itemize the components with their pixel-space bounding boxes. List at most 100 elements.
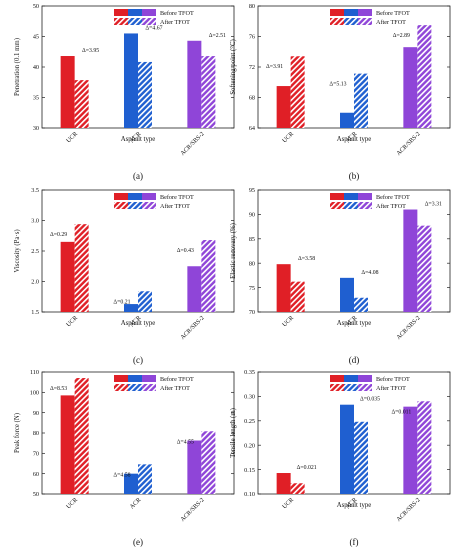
y-tick-label: 1.5 [31, 309, 39, 316]
delta-annotation: Δ=0.21 [113, 299, 130, 305]
panel-label: (d) [349, 355, 360, 365]
y-axis-label: Softening point (°C) [230, 39, 237, 95]
y-tick-label: 30 [33, 125, 39, 132]
legend-swatch-after [330, 384, 344, 391]
x-tick-label: ACR/SBS-2 [179, 314, 206, 341]
delta-annotation: Δ=4.08 [361, 270, 378, 276]
panel-label: (f) [350, 537, 359, 547]
legend-swatch-after [330, 18, 344, 25]
panel-label: (a) [133, 171, 143, 181]
y-tick-label: 85 [249, 236, 255, 243]
legend-swatch-before [114, 9, 128, 16]
y-tick-label: 0.25 [244, 418, 255, 425]
delta-annotation: Δ=0.011 [391, 409, 411, 415]
legend-swatch-before [114, 375, 128, 382]
chart-panel-e: 50 60 70 80 90 100 110 Peak force (N) Δ=8.53 UCR Δ… [14, 369, 235, 547]
legend-label-after: After TFOT [376, 203, 406, 210]
x-tick-label: ACR/SBS-2 [395, 314, 422, 341]
bar-before-acr [124, 473, 138, 494]
bar-after-acr [354, 73, 368, 128]
legend-swatch-before [142, 9, 156, 16]
bar-after-acr-sbs-2 [417, 401, 432, 494]
x-tick-label: ACR [128, 496, 143, 511]
delta-annotation: Δ=0.29 [50, 232, 67, 238]
y-tick-label: 70 [249, 309, 255, 316]
legend-swatch-after [128, 18, 142, 25]
delta-annotation: Δ=3.58 [298, 256, 315, 262]
delta-annotation: Δ=0.021 [297, 465, 317, 471]
legend-swatch-before [114, 193, 128, 200]
bar-after-acr [354, 297, 368, 312]
legend-swatch-before [128, 375, 142, 382]
y-tick-label: 50 [33, 491, 39, 498]
y-tick-label: 70 [33, 451, 39, 458]
delta-annotation: Δ=8.53 [50, 386, 67, 392]
legend: Before TFOT After TFOT [330, 193, 410, 210]
bar-before-ucr [60, 395, 75, 494]
delta-annotation: Δ=3.91 [266, 64, 283, 70]
bar-before-acr-sbs-2 [403, 406, 418, 494]
chart-panel-d: 70 75 80 85 90 95 Elastic recovery (%) Δ=3.58 UC… [230, 187, 451, 365]
chart-panel-a: 30 35 40 45 50 Penetration (0.1 mm) Δ=3.95 UCR Δ… [14, 3, 235, 181]
y-tick-label: 64 [249, 125, 255, 132]
delta-annotation: Δ=4.55 [177, 439, 194, 445]
panel-label: (e) [133, 537, 143, 547]
chart-panel-c: 1.5 2.0 2.5 3.0 3.5 Viscosity (Pa·s) Δ=0.29 UCR… [14, 187, 235, 365]
y-tick-label: 90 [33, 410, 39, 417]
legend-swatch-after [128, 202, 142, 209]
y-axis-label: Elastic recovery (%) [230, 223, 237, 279]
legend-swatch-before [358, 193, 372, 200]
legend-swatch-before [330, 9, 344, 16]
legend-swatch-after [344, 202, 358, 209]
bar-after-ucr [290, 281, 305, 312]
legend-swatch-after [142, 18, 156, 25]
bar-before-acr [124, 33, 138, 129]
x-tick-label: UCR [281, 496, 296, 511]
legend: Before TFOT After TFOT [114, 9, 194, 26]
y-tick-label: 0.30 [244, 394, 255, 401]
legend-swatch-after [114, 384, 128, 391]
legend: Before TFOT After TFOT [330, 9, 410, 26]
x-axis-label: Asphalt type [337, 320, 372, 327]
legend-swatch-before [128, 193, 142, 200]
y-tick-label: 45 [33, 34, 39, 41]
y-tick-label: 100 [30, 390, 39, 397]
bar-after-ucr [74, 224, 89, 312]
legend: Before TFOT After TFOT [114, 193, 194, 210]
legend-label-after: After TFOT [160, 385, 190, 392]
legend-swatch-after [358, 384, 372, 391]
legend-swatch-before [358, 375, 372, 382]
delta-annotation: Δ=2.89 [393, 33, 410, 39]
delta-annotation: Δ=5.13 [329, 82, 346, 88]
y-tick-label: 80 [33, 430, 39, 437]
y-tick-label: 50 [33, 3, 39, 10]
y-tick-label: 110 [30, 369, 39, 376]
y-tick-label: 35 [33, 95, 39, 102]
bar-after-acr-sbs-2 [201, 56, 216, 128]
bar-before-acr-sbs-2 [187, 40, 202, 128]
x-tick-label: UCR [281, 314, 296, 329]
bar-after-ucr [74, 80, 89, 128]
x-tick-label: UCR [65, 496, 80, 511]
legend-label-before: Before TFOT [160, 194, 194, 201]
y-tick-label: 95 [249, 187, 255, 194]
delta-annotation: Δ=0.43 [177, 248, 194, 254]
bar-after-ucr [74, 378, 89, 494]
bar-before-acr [340, 112, 354, 128]
legend: Before TFOT After TFOT [330, 375, 410, 392]
bar-after-acr-sbs-2 [417, 225, 432, 312]
y-axis-label: Peak force (N) [14, 413, 21, 453]
legend-swatch-after [358, 202, 372, 209]
y-axis-label: Penetration (0.1 mm) [14, 38, 21, 96]
legend-swatch-after [344, 384, 358, 391]
legend-label-after: After TFOT [160, 203, 190, 210]
y-tick-label: 0.15 [244, 467, 255, 474]
legend-swatch-after [114, 18, 128, 25]
legend-swatch-before [128, 9, 142, 16]
delta-annotation: Δ=3.95 [82, 48, 99, 54]
bar-before-acr-sbs-2 [403, 47, 418, 128]
legend-swatch-after [142, 384, 156, 391]
bar-after-acr [138, 464, 152, 494]
bar-after-acr [354, 421, 368, 494]
